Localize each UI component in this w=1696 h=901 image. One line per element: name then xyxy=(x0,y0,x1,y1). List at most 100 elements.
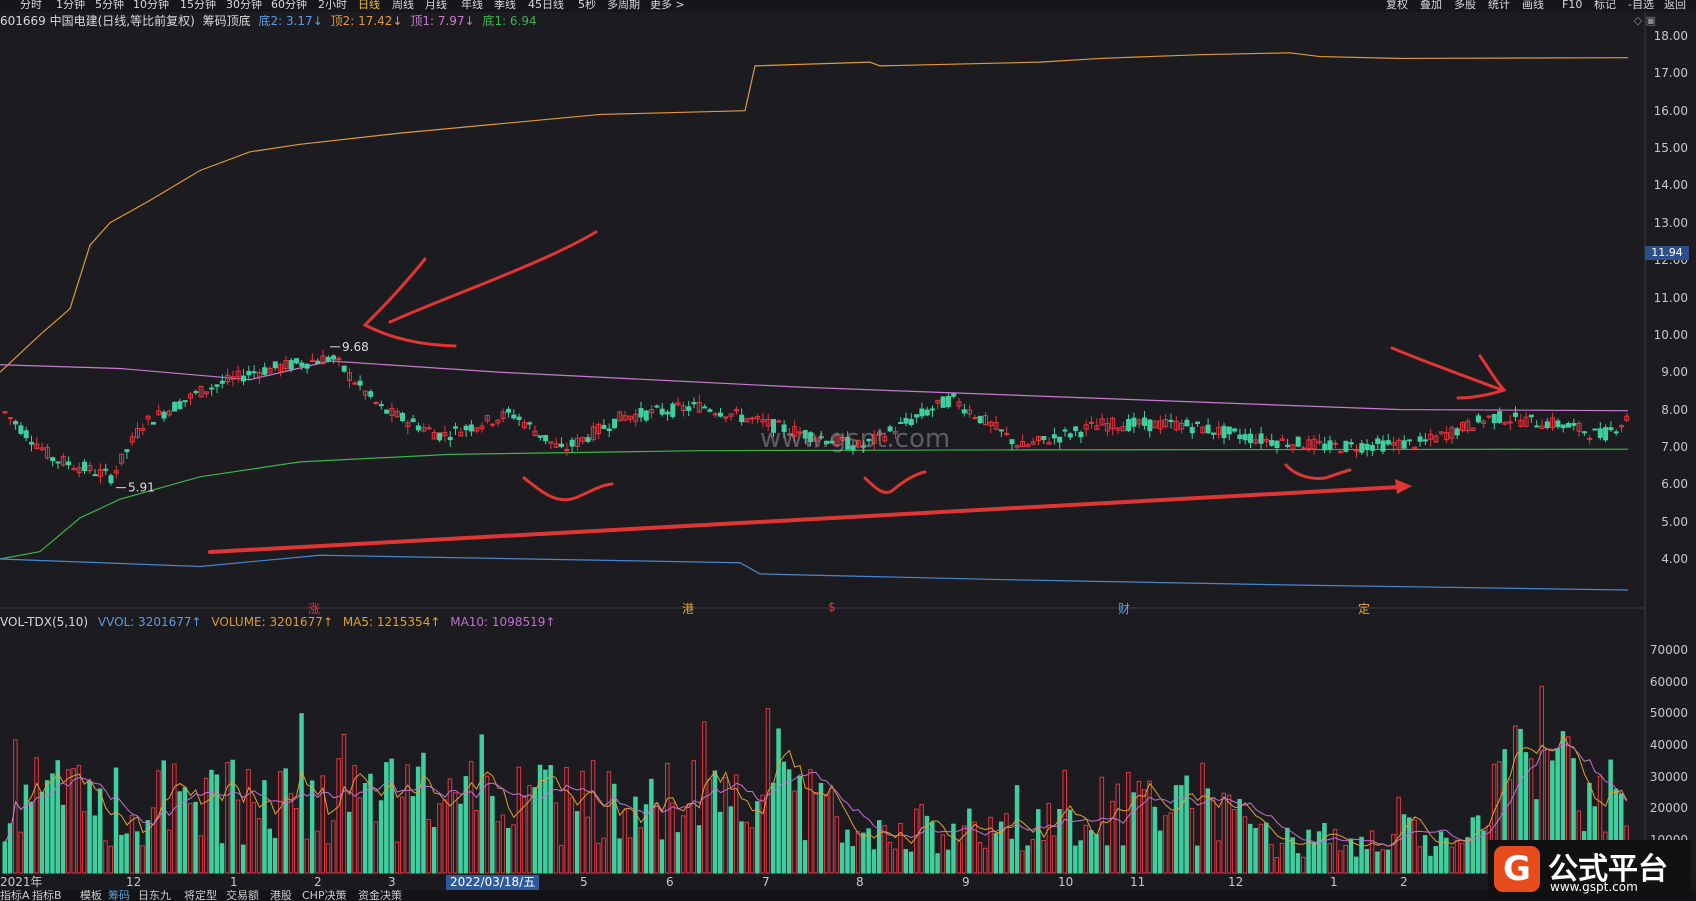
volume-bar xyxy=(537,764,543,874)
price-axis-label: 18.00 xyxy=(1653,29,1688,43)
volume-bar xyxy=(336,758,341,874)
volume-bar xyxy=(696,825,702,874)
period-8[interactable]: 日线 xyxy=(358,0,380,11)
candle xyxy=(1364,443,1370,451)
volume-bar xyxy=(18,831,23,874)
marker-zhang[interactable]: 涨 xyxy=(308,602,321,616)
candle xyxy=(373,401,379,404)
marker-dollar[interactable]: $ xyxy=(828,600,836,614)
volume-bar xyxy=(7,823,13,874)
handdrawn-check-2 xyxy=(863,470,927,494)
bottom-tab-3[interactable]: 筹码 xyxy=(108,890,130,901)
bottom-tab-5[interactable]: 将定型 xyxy=(184,890,217,901)
volume-bar xyxy=(654,802,659,874)
period-15[interactable]: 多周期 xyxy=(607,0,640,11)
candle xyxy=(1470,427,1476,432)
candle xyxy=(972,417,978,420)
volume-bar xyxy=(400,796,405,874)
candle xyxy=(145,415,151,420)
period-12[interactable]: 季线 xyxy=(494,0,516,11)
bottom-tab-2[interactable]: 模板 xyxy=(80,890,102,901)
toolbar-button-1[interactable]: 叠加 xyxy=(1420,0,1442,11)
marker-gang[interactable]: 港 xyxy=(682,602,695,616)
bottom-tab-1[interactable]: 指标B xyxy=(32,890,62,901)
period-10[interactable]: 月线 xyxy=(425,0,447,11)
price-axis-label: 15.00 xyxy=(1653,141,1688,156)
volume-bar xyxy=(1481,830,1486,874)
candle xyxy=(389,407,395,416)
toolbar-button-2[interactable]: 多股 xyxy=(1454,0,1476,11)
volume-bar xyxy=(278,771,283,874)
toolbar-button-0[interactable]: 复权 xyxy=(1386,0,1408,11)
candle xyxy=(675,402,681,406)
volume-bar xyxy=(601,837,606,874)
period-11[interactable]: 年线 xyxy=(461,0,483,11)
volume-bar xyxy=(39,792,45,874)
volume-bar xyxy=(495,821,500,874)
candle xyxy=(172,401,178,412)
marker-cai[interactable]: 财 xyxy=(1118,602,1131,616)
volume-bar xyxy=(1020,850,1025,874)
volume-axis-label: 60000 xyxy=(1649,674,1688,689)
candle xyxy=(643,410,649,421)
toolbar-button-7[interactable]: -自选 xyxy=(1628,0,1654,11)
volume-bar xyxy=(1168,812,1173,874)
candle xyxy=(1438,431,1444,434)
candle xyxy=(1528,414,1534,418)
period-1[interactable]: 1分钟 xyxy=(56,0,85,11)
volume-bar xyxy=(431,827,437,874)
bottom-tab-6[interactable]: 交易额 xyxy=(226,890,259,901)
bottom-tab-9[interactable]: 资金决策 xyxy=(358,890,402,901)
candle xyxy=(744,418,750,423)
volume-bar xyxy=(1189,807,1195,874)
volume-title[interactable]: VOL-TDX(5,10) xyxy=(0,615,89,629)
toolbar-button-8[interactable]: 返回 xyxy=(1664,0,1686,11)
period-7[interactable]: 2小时 xyxy=(318,0,347,11)
candle xyxy=(320,355,326,365)
toolbar-button-4[interactable]: 画线 xyxy=(1522,0,1544,11)
period-5[interactable]: 30分钟 xyxy=(226,0,262,11)
candle xyxy=(7,417,13,420)
bottom-tab-0[interactable]: 指标A xyxy=(0,890,30,901)
volume-bar xyxy=(649,778,654,874)
volume-bar xyxy=(1051,835,1057,874)
volume-bar xyxy=(394,841,400,874)
volume-bar xyxy=(1407,817,1412,874)
marker-ding[interactable]: 定 xyxy=(1358,602,1371,616)
volume-bar xyxy=(718,811,723,874)
volume-bar xyxy=(866,828,871,874)
volume-bar xyxy=(87,781,92,874)
candle xyxy=(490,423,496,426)
period-2[interactable]: 5分钟 xyxy=(95,0,124,11)
period-4[interactable]: 15分钟 xyxy=(180,0,216,11)
time-axis-label: 6 xyxy=(666,875,674,889)
volume-bar xyxy=(1131,792,1136,874)
candle xyxy=(241,375,246,382)
volume-bar xyxy=(108,845,113,874)
toolbar-button-5[interactable]: F10 xyxy=(1562,0,1583,11)
panel-icons[interactable]: ◇ ▣ xyxy=(1633,14,1656,27)
period-13[interactable]: 45日线 xyxy=(528,0,564,11)
period-14[interactable]: 5秒 xyxy=(578,0,596,11)
volume-bar xyxy=(574,811,580,874)
candle xyxy=(251,371,257,374)
candle xyxy=(1051,434,1057,439)
toolbar-button-6[interactable]: 标记 xyxy=(1594,0,1616,11)
period-0[interactable]: 分时 xyxy=(20,0,42,11)
bottom-tab-4[interactable]: 日东九 xyxy=(138,890,171,901)
candle xyxy=(723,416,729,419)
volume-bar xyxy=(590,760,596,874)
candle xyxy=(612,418,617,429)
gspt-logo: G 公式平台 www.gspt.com xyxy=(1488,840,1691,898)
period-3[interactable]: 10分钟 xyxy=(133,0,169,11)
volume-bar xyxy=(755,801,760,874)
period-9[interactable]: 周线 xyxy=(392,0,414,11)
indicator-name[interactable]: 筹码顶底 xyxy=(202,14,251,28)
bottom-tab-8[interactable]: CHP决策 xyxy=(302,890,347,901)
volume-bar xyxy=(177,791,182,874)
period-16[interactable]: 更多 > xyxy=(650,0,685,11)
candle xyxy=(29,441,34,445)
bottom-tab-7[interactable]: 港股 xyxy=(270,890,292,901)
toolbar-button-3[interactable]: 统计 xyxy=(1488,0,1510,11)
period-6[interactable]: 60分钟 xyxy=(271,0,307,11)
